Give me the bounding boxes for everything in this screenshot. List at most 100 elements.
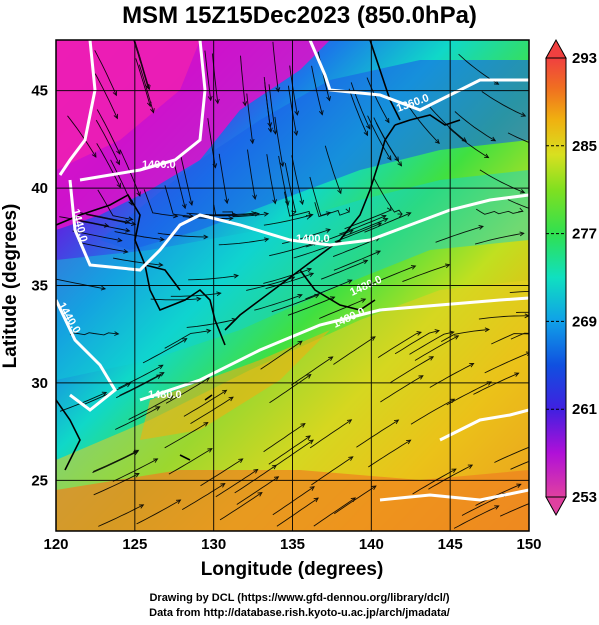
streamline: [475, 208, 523, 215]
streamline-arrow: [155, 406, 161, 411]
streamline: [448, 127, 489, 158]
streamline: [246, 93, 254, 144]
streamline: [373, 177, 403, 215]
streamline: [507, 132, 529, 144]
streamline: [333, 250, 381, 271]
streamline-arrow: [493, 80, 500, 85]
streamline: [96, 109, 121, 155]
streamline-arrow: [428, 356, 435, 361]
streamline: [334, 222, 382, 243]
streamline-arrow: [116, 149, 121, 155]
streamline-arrow: [221, 389, 228, 395]
streamline-arrow: [445, 263, 451, 269]
streamline: [268, 435, 311, 465]
x-tick-label: 120: [43, 536, 68, 553]
x-tick-label: 145: [438, 536, 463, 553]
credit-drawing: Drawing by DCL (https://www.gfd-dennou.o…: [149, 592, 450, 604]
streamline-arrow: [329, 296, 336, 301]
streamline-arrow: [123, 248, 129, 254]
y-tick-label: 30: [31, 375, 48, 392]
streamline-arrow: [136, 191, 141, 197]
streamline-arrow: [159, 236, 165, 242]
streamline: [165, 377, 210, 404]
x-tick-label: 130: [201, 536, 226, 553]
streamline: [368, 439, 411, 468]
contour-label: 1400.0: [142, 159, 176, 171]
colorbar-ticks: 293 285 277 269 261 253: [546, 50, 597, 506]
streamline: [272, 486, 315, 516]
streamline-arrow: [308, 272, 315, 278]
streamline-arrow: [453, 335, 460, 340]
streamline: [287, 296, 335, 316]
streamline-arrow: [516, 483, 522, 488]
streamline: [478, 315, 529, 320]
y-tick-label: 45: [31, 83, 48, 100]
streamline: [116, 374, 161, 399]
streamline: [215, 469, 258, 498]
streamline: [481, 91, 526, 117]
streamline-arrow: [228, 396, 234, 402]
streamline: [429, 106, 467, 142]
y-tick-label: 25: [31, 472, 48, 489]
streamline: [138, 64, 154, 113]
streamline-arrow: [134, 473, 140, 478]
streamline: [93, 449, 139, 472]
streamline-arrow: [434, 138, 440, 145]
streamline-arrow: [273, 476, 280, 481]
streamline-arrow: [257, 492, 263, 497]
streamline-arrow: [275, 87, 281, 93]
streamline: [97, 189, 133, 221]
streamline: [377, 331, 422, 358]
streamline: [484, 352, 529, 374]
streamline: [150, 298, 201, 301]
streamline-arrow: [360, 298, 367, 303]
streamline: [95, 119, 120, 165]
streamline-arrow: [253, 468, 259, 474]
streamline-arrow: [520, 112, 527, 117]
streamline-arrow: [461, 137, 468, 143]
streamline: [516, 311, 529, 313]
streamline-arrow: [313, 497, 319, 503]
colorbar: 293 285 277 269 261 253: [545, 38, 597, 517]
colorbar-tick-label: 269: [572, 313, 597, 330]
streamline: [364, 212, 411, 233]
streamline: [394, 330, 440, 355]
streamline-arrow: [328, 356, 334, 362]
streamline-arrow: [306, 374, 312, 379]
streamline-arrow: [238, 458, 244, 464]
streamline-arrow: [130, 221, 137, 227]
streamline: [172, 159, 186, 209]
streamline-arrow: [337, 188, 342, 195]
streamline: [119, 372, 165, 396]
streamline: [435, 225, 484, 243]
streamline-arrow: [397, 161, 403, 167]
streamline-arrow: [103, 223, 110, 228]
streamline: [186, 318, 237, 328]
streamline-arrow: [116, 182, 121, 189]
x-axis-title: Longitude (degrees): [201, 559, 384, 580]
streamline-arrow: [138, 504, 145, 509]
streamline: [180, 156, 193, 206]
x-tick-label: 150: [516, 536, 541, 553]
streamline-arrow: [393, 419, 400, 425]
streamline-arrow: [117, 237, 123, 243]
streamline-arrow: [375, 250, 382, 255]
y-tick-labels: 25 30 35 40 45: [31, 83, 48, 490]
streamline-arrow: [478, 225, 484, 230]
streamline: [509, 290, 529, 294]
streamline-arrow: [125, 227, 131, 233]
streamline: [263, 423, 306, 453]
streamline-arrow: [486, 381, 492, 386]
streamline-arrow: [252, 194, 257, 201]
streamline-arrow: [434, 329, 440, 334]
streamline-arrow: [249, 138, 255, 145]
streamline-arrow: [188, 200, 194, 206]
streamline-arrow: [318, 110, 324, 116]
streamline-arrow: [114, 331, 120, 336]
streamline: [133, 40, 149, 89]
streamline: [309, 419, 352, 449]
streamline-arrow: [214, 98, 220, 105]
streamline: [510, 332, 529, 340]
streamline: [80, 212, 130, 223]
streamline: [283, 191, 311, 217]
